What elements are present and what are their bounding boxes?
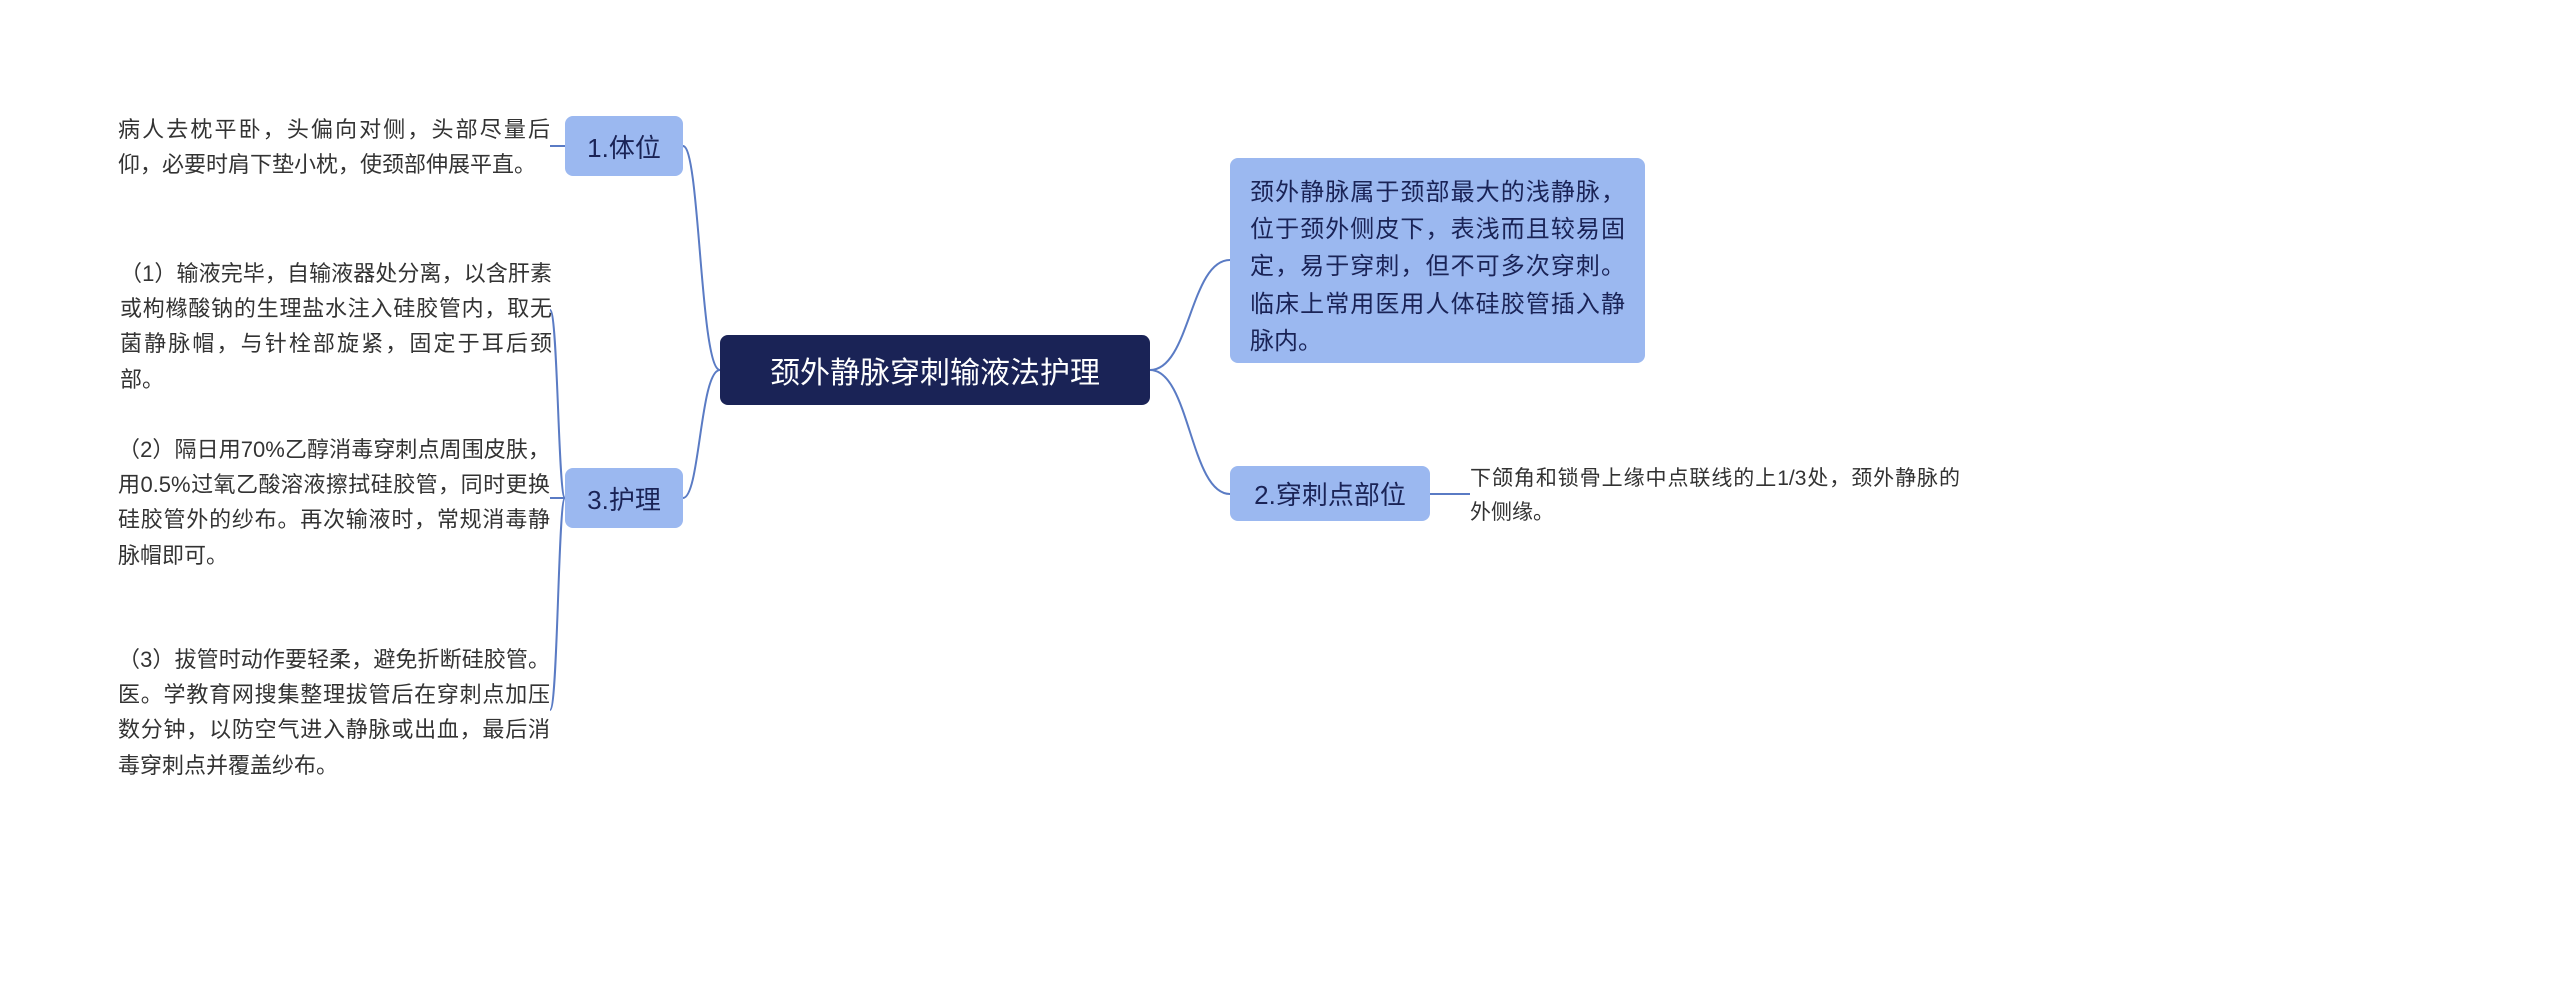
leaf-nursing-3: （3）拔管时动作要轻柔，避免折断硅胶管。医。学教育网搜集整理拔管后在穿刺点加压数… <box>118 642 550 783</box>
leaf-nursing-1: （1）输液完毕，自输液器处分离，以含肝素或枸橼酸钠的生理盐水注入硅胶管内，取无菌… <box>120 256 552 397</box>
description-box: 颈外静脉属于颈部最大的浅静脉，位于颈外侧皮下，表浅而且较易固定，易于穿刺，但不可… <box>1230 158 1645 363</box>
center-node: 颈外静脉穿刺输液法护理 <box>720 335 1150 405</box>
branch-position: 1.体位 <box>565 116 683 176</box>
branch-nursing: 3.护理 <box>565 468 683 528</box>
leaf-position-text: 病人去枕平卧，头偏向对侧，头部尽量后仰，必要时肩下垫小枕，使颈部伸展平直。 <box>118 112 550 182</box>
leaf-nursing-2: （2）隔日用70%乙醇消毒穿刺点周围皮肤，用0.5%过氧乙酸溶液擦拭硅胶管，同时… <box>118 432 550 573</box>
leaf-puncture-site-text: 下颌角和锁骨上缘中点联线的上1/3处，颈外静脉的外侧缘。 <box>1470 462 1960 529</box>
branch-puncture-site: 2.穿刺点部位 <box>1230 466 1430 521</box>
